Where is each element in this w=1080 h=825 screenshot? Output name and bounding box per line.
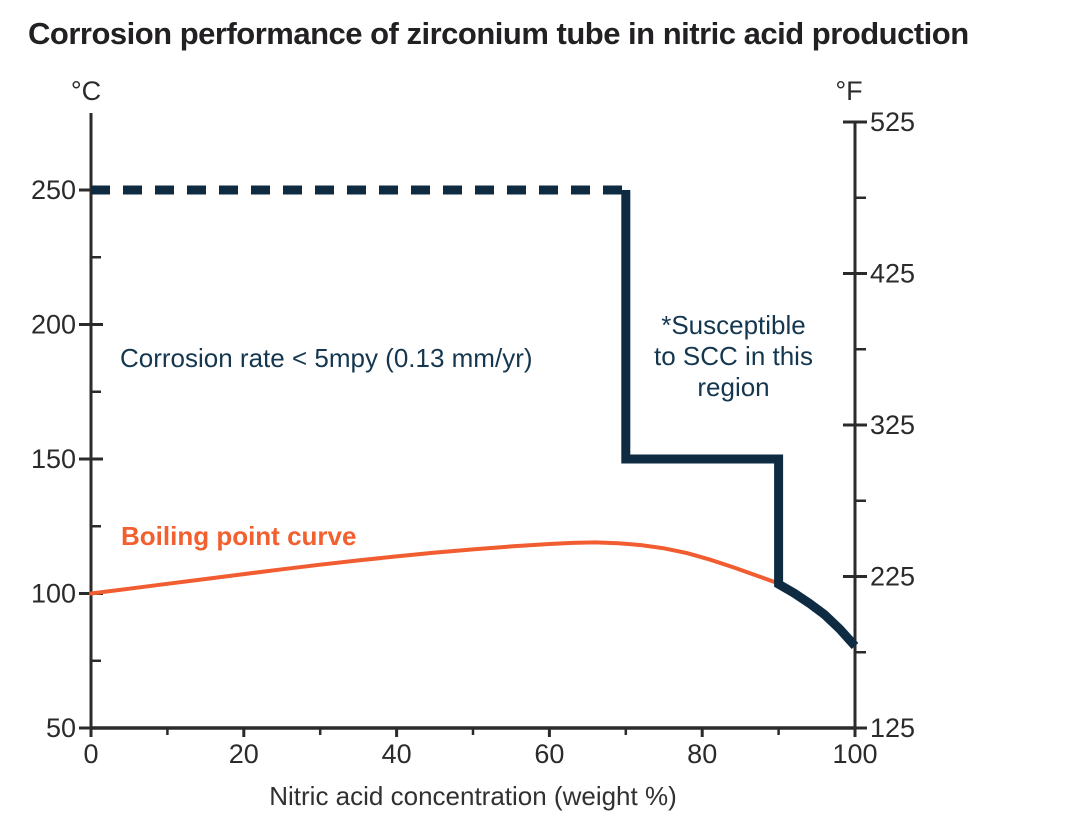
x-axis-title: Nitric acid concentration (weight %) [269, 781, 677, 811]
left-axis-tick-label: 50 [46, 713, 76, 743]
x-axis-tick-label: 20 [229, 739, 259, 769]
right-axis-tick-label: 125 [870, 713, 915, 743]
scc-region-annotation: *Susceptible to SCC in this region [654, 310, 813, 402]
left-axis-tick-label: 200 [31, 310, 76, 340]
series-boiling-point-curve [89, 540, 781, 596]
right-axis-tick-label: 325 [870, 410, 915, 440]
x-axis-tick-label: 40 [382, 739, 412, 769]
x-axis-tick-label: 80 [687, 739, 717, 769]
right-axis-tick-label: 525 [870, 107, 915, 137]
x-axis-tick-label: 100 [832, 739, 877, 769]
boiling-point-curve-label: Boiling point curve [121, 521, 357, 551]
x-axis-tick-label: 0 [83, 739, 98, 769]
chart-title: Corrosion performance of zirconium tube … [28, 16, 969, 51]
right-axis-unit-fahrenheit: °F [835, 76, 863, 106]
x-axis-tick-label: 60 [534, 739, 564, 769]
right-axis-tick-label: 425 [870, 259, 915, 289]
corrosion-rate-annotation: Corrosion rate < 5mpy (0.13 mm/yr) [120, 343, 533, 373]
right-axis-tick-label: 225 [870, 562, 915, 592]
left-axis-tick-label: 100 [31, 579, 76, 609]
left-axis-tick-label: 150 [31, 444, 76, 474]
left-axis-unit-celsius: °C [70, 76, 102, 106]
left-axis-tick-label: 250 [31, 175, 76, 205]
series-corrosion-boundary-solid [621, 190, 859, 650]
